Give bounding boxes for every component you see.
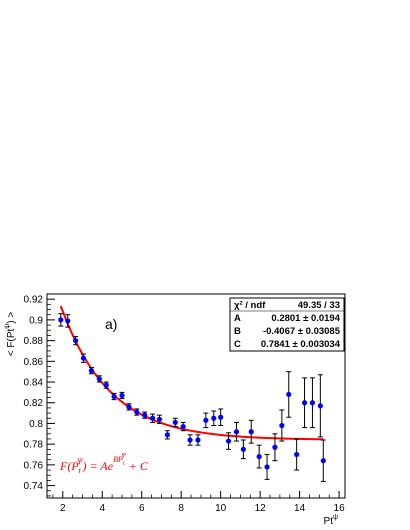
- formula: F(PtΨ) = AeBPtΨ + C: [59, 453, 149, 475]
- data-point: [225, 438, 232, 444]
- data-point: [272, 444, 278, 450]
- formula-lhs: F(P: [59, 459, 79, 473]
- data-point: [111, 393, 117, 400]
- data-point: [134, 409, 140, 415]
- data-point: [88, 368, 95, 374]
- plot-area-border: [46, 293, 346, 499]
- stats-box-frame: [229, 297, 345, 352]
- stats-value-1: 0.2801 ± 0.0194: [271, 313, 340, 324]
- data-point: [73, 337, 79, 344]
- x-tick-label: 16: [334, 503, 346, 514]
- y-tick-label: 0.88: [24, 336, 44, 347]
- data-point: [58, 317, 64, 323]
- y-axis-title-text: < F(Pt: [6, 329, 17, 357]
- data-point: [65, 318, 71, 324]
- data-point: [172, 419, 178, 426]
- data-point: [103, 382, 109, 388]
- data-point: [180, 423, 186, 430]
- data-points: [58, 313, 326, 482]
- data-point: [301, 400, 308, 406]
- data-point: [96, 376, 102, 382]
- axis-ticks: 2 4 6 8 10 12 14 16 0.74 0.76 0.78 0.8 0.82 0.84 0.86 0…: [24, 295, 346, 514]
- x-tick-label: 2: [60, 503, 66, 514]
- plot-frame: [46, 293, 346, 499]
- data-point: [256, 453, 262, 460]
- stats-value-3: 0.7841 ± 0.003034: [261, 339, 341, 350]
- y-tick-label: 0.84: [24, 378, 44, 389]
- stats-name-1: A: [234, 313, 241, 324]
- data-point: [195, 437, 201, 443]
- data-point: [294, 451, 300, 458]
- stats-name-3: C: [234, 339, 241, 350]
- data-point: [264, 464, 270, 470]
- data-point: [218, 414, 224, 420]
- data-point: [248, 429, 254, 435]
- data-point: [149, 415, 156, 421]
- x-tick-label: 6: [139, 503, 145, 514]
- stats-name-2: B: [234, 326, 241, 337]
- data-point: [233, 429, 240, 435]
- y-tick-label: 0.78: [24, 440, 44, 451]
- x-tick-label: 12: [255, 503, 267, 514]
- data-point: [80, 355, 87, 361]
- formula-lhs-sup: Ψ: [77, 457, 84, 466]
- y-tick-label: 0.82: [24, 398, 44, 409]
- data-point: [187, 437, 193, 443]
- stats-name-0: χ² / ndf: [234, 300, 266, 311]
- y-axis-title-sup: ψ: [4, 324, 11, 329]
- y-tick-label: 0.76: [24, 460, 44, 471]
- x-tick-label: 14: [294, 503, 306, 514]
- y-tick-label: 0.9: [29, 315, 43, 326]
- svg-text:F(PtΨ) = AeBPtΨ + C: F(PtΨ) = AeBPtΨ + C: [59, 453, 149, 475]
- y-tick-label: 0.86: [24, 357, 44, 368]
- data-point: [203, 417, 209, 423]
- x-axis-title-text: Pt: [324, 516, 334, 527]
- data-point: [156, 416, 163, 422]
- stats-value-2: -0.4067 ± 0.03085: [263, 326, 341, 337]
- formula-exp-sup: Ψ: [122, 453, 127, 459]
- data-point: [126, 404, 132, 410]
- stats-box: χ² / ndf 49.35 / 33 A 0.2801 ± 0.0194 B …: [229, 297, 345, 352]
- data-point: [309, 400, 316, 406]
- data-point: [142, 412, 148, 418]
- x-tick-label: 4: [99, 503, 105, 514]
- data-point: [164, 432, 170, 438]
- data-point: [317, 403, 323, 409]
- data-point: [279, 422, 285, 429]
- x-axis-title: Ptψ: [324, 514, 338, 527]
- panel-label: a): [105, 316, 117, 332]
- y-tick-label: 0.74: [24, 481, 44, 492]
- y-tick-label: 0.8: [29, 419, 43, 430]
- data-point: [211, 415, 217, 421]
- data-point: [286, 391, 292, 398]
- stats-value-0: 49.35 / 33: [298, 300, 340, 311]
- formula-exp-sub: t: [123, 461, 125, 467]
- data-point: [240, 446, 246, 452]
- data-point: [320, 458, 326, 464]
- formula-mid: ) = Ae: [82, 459, 114, 473]
- formula-exp: BP: [113, 455, 123, 464]
- y-axis-title: < F(Ptψ) >: [4, 312, 17, 357]
- formula-lhs-sub: t: [79, 466, 82, 475]
- x-tick-label: 8: [178, 503, 184, 514]
- data-point: [119, 392, 125, 399]
- x-tick-label: 10: [215, 503, 227, 514]
- y-axis-title-tail: ) >: [6, 312, 17, 324]
- formula-rhs: + C: [126, 459, 149, 473]
- x-axis-title-sup: ψ: [333, 514, 338, 521]
- y-tick-label: 0.92: [24, 295, 44, 306]
